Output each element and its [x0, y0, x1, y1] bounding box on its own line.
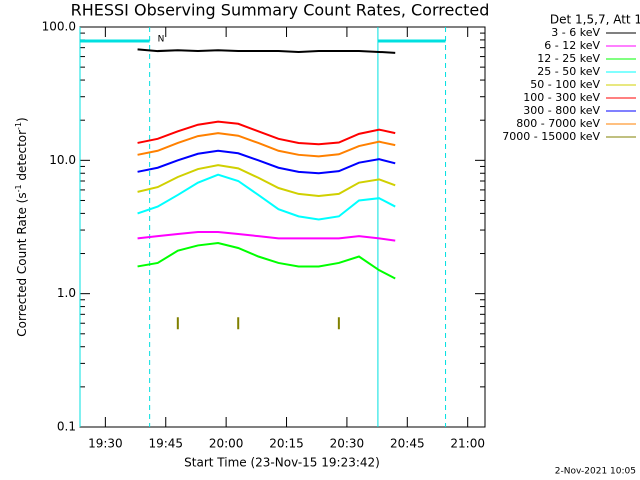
y-label-sup: -1	[14, 184, 23, 192]
x-tick-label: 20:30	[330, 437, 365, 451]
x-tick-label: 20:00	[209, 437, 244, 451]
legend-title: Det 1,5,7, Att 1	[550, 13, 640, 27]
y-label-sup: -1	[14, 122, 23, 130]
x-tick-label: 20:15	[269, 437, 304, 451]
series-line	[137, 231, 396, 242]
y-label-part: detector	[15, 130, 29, 185]
footer: 2-Nov-2021 10:05	[555, 467, 636, 477]
legend-label: 100 - 300 keV	[523, 91, 600, 104]
interval-label: N	[158, 35, 165, 45]
x-tick-label: 21:00	[450, 437, 485, 451]
x-axis-label: Start Time (23-Nov-15 19:23:42)	[184, 456, 380, 470]
legend-label: 25 - 50 keV	[537, 65, 600, 78]
y-tick-label: 0.1	[57, 420, 76, 434]
x-tick-label: 19:30	[88, 437, 123, 451]
series-line	[137, 48, 396, 54]
legend-label: 6 - 12 keV	[544, 39, 600, 52]
series-line	[176, 317, 340, 330]
y-tick-label: 1.0	[57, 286, 76, 300]
series-line	[137, 164, 396, 198]
plot-frame	[79, 26, 486, 428]
y-tick-label: 100.0	[42, 20, 76, 34]
legend-label: 12 - 25 keV	[537, 52, 600, 65]
chart-title: RHESSI Observing Summary Count Rates, Co…	[71, 1, 490, 20]
legend-label: 800 - 7000 keV	[516, 117, 600, 130]
series-line	[137, 241, 396, 280]
legend-label: 50 - 100 keV	[530, 78, 600, 91]
series-line	[137, 132, 396, 158]
series-line	[137, 149, 396, 175]
series-line	[137, 173, 396, 221]
x-tick-label: 20:45	[390, 437, 425, 451]
y-axis-label: Corrected Count Rate (s-1 detector-1)	[14, 117, 29, 336]
y-label-part: )	[15, 117, 29, 122]
series-line	[137, 120, 396, 146]
legend-label: 7000 - 15000 keV	[502, 130, 600, 143]
x-tick-label: 19:45	[148, 437, 183, 451]
y-tick-label: 10.0	[49, 153, 76, 167]
legend-label: 3 - 6 keV	[551, 26, 600, 39]
y-label-part: Corrected Count Rate (s	[15, 192, 29, 336]
legend-label: 300 - 800 keV	[523, 104, 600, 117]
